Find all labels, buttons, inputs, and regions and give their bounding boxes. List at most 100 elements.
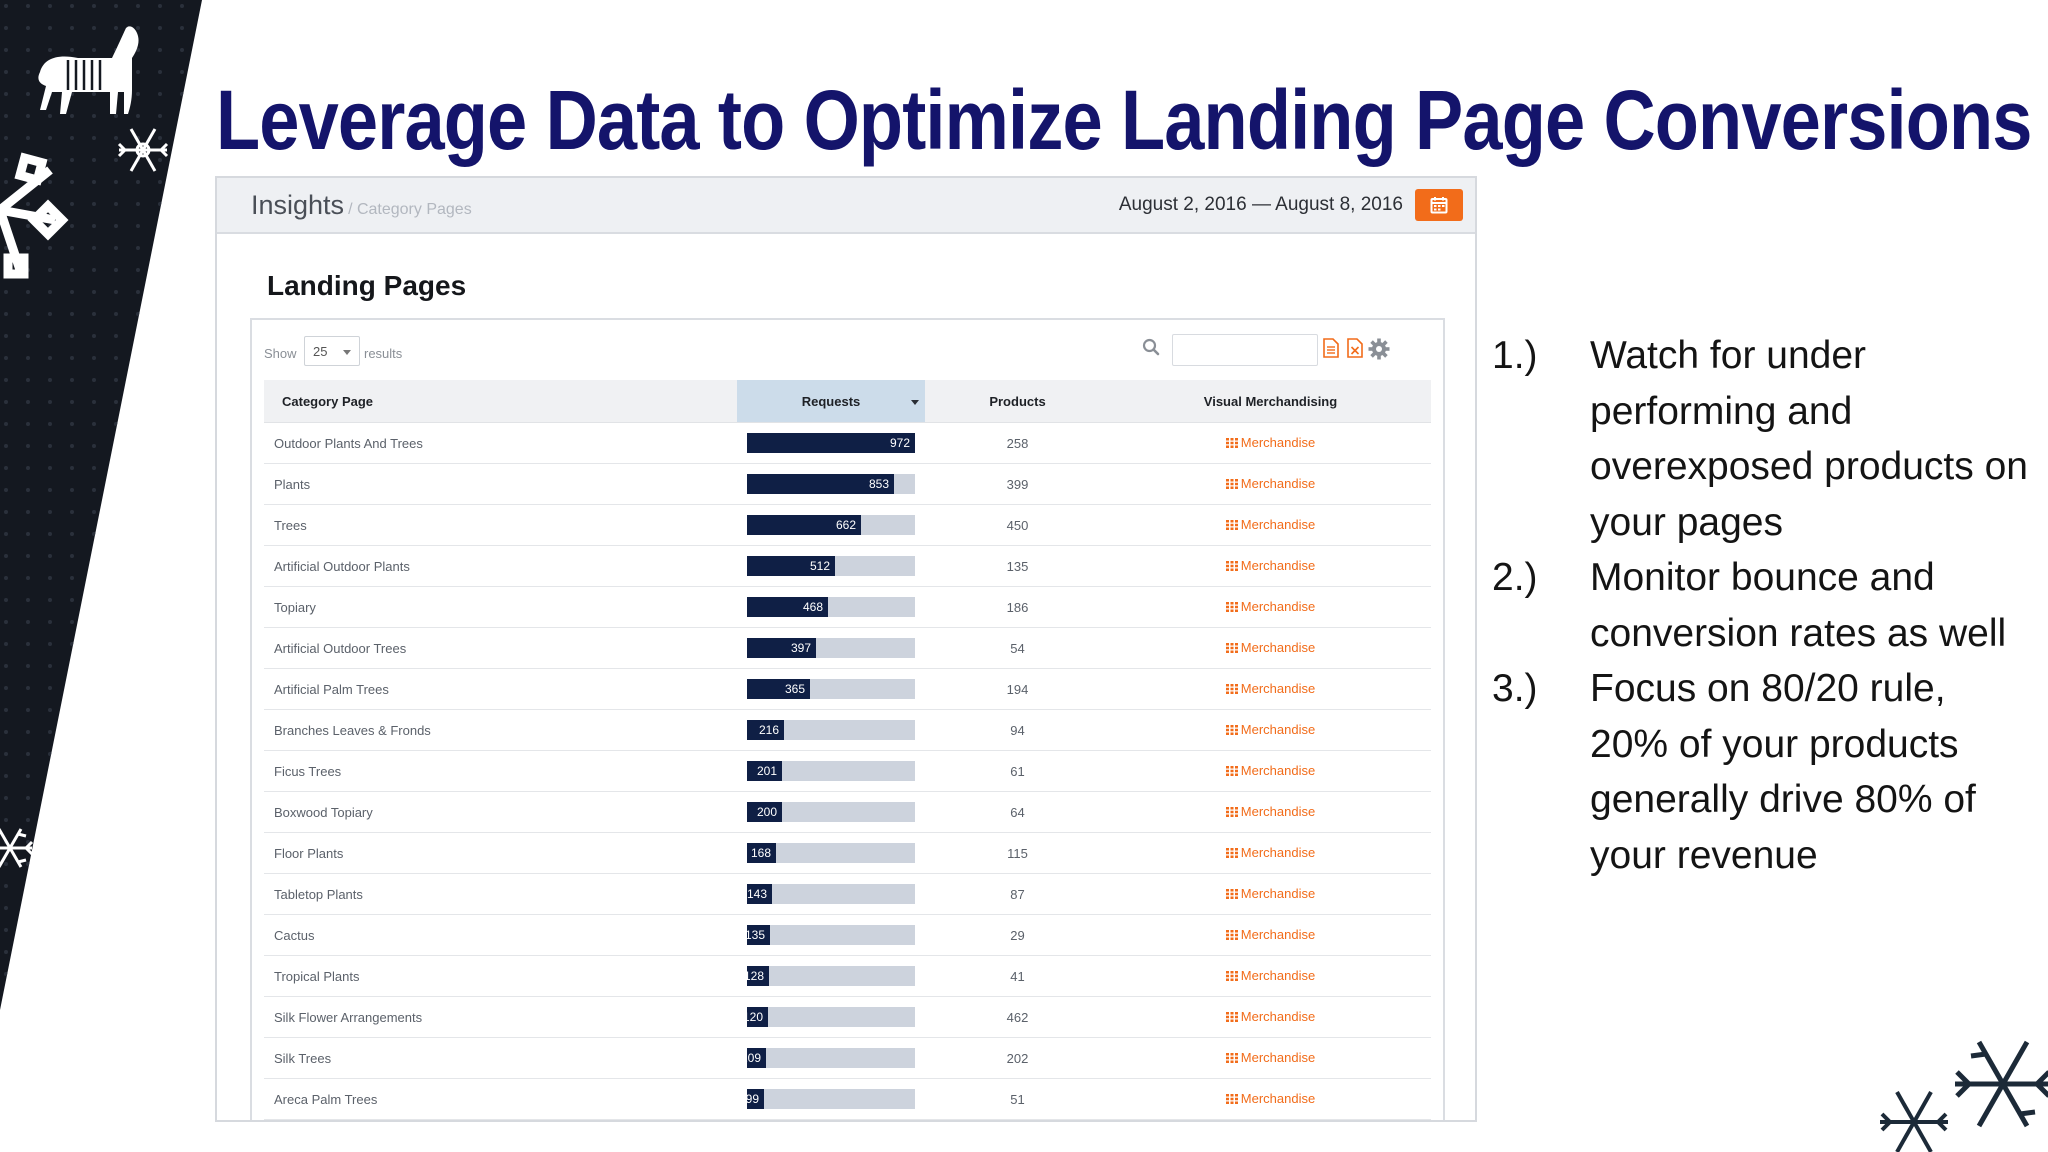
app-name[interactable]: Insights	[251, 190, 345, 220]
merchandise-link[interactable]: Merchandise	[1225, 599, 1315, 614]
merchandise-link[interactable]: Merchandise	[1225, 968, 1316, 984]
category-page-name[interactable]: Areca Palm Trees	[264, 1078, 737, 1120]
products-count: 194	[925, 668, 1110, 710]
breadcrumb-sub[interactable]: / Category Pages	[348, 201, 472, 218]
requests-value: 128	[743, 969, 764, 983]
category-page-name[interactable]: Plants	[264, 463, 737, 505]
category-page-name[interactable]: Silk Trees	[264, 1037, 737, 1079]
category-page-name[interactable]: Ficus Trees	[264, 750, 737, 792]
merchandise-link[interactable]: Merchandise	[1225, 681, 1315, 696]
merchandise-label: Merchandise	[1240, 1009, 1316, 1025]
grid-icon	[1225, 478, 1238, 489]
merchandise-link[interactable]: Merchandise	[1225, 804, 1315, 819]
requests-cell: 397	[737, 627, 925, 669]
grid-icon	[1225, 1052, 1238, 1063]
category-page-name[interactable]: Artificial Outdoor Plants	[264, 545, 737, 587]
merchandise-label: Merchandise	[1240, 968, 1316, 984]
merchandise-link[interactable]: Merchandise	[1225, 558, 1315, 573]
category-page-name[interactable]: Artificial Palm Trees	[264, 668, 737, 710]
products-count: 135	[925, 545, 1110, 587]
decorative-snowflakes	[1880, 1040, 2048, 1152]
column-header-category-page[interactable]: Category Page	[264, 380, 737, 423]
category-page-name[interactable]: Branches Leaves & Fronds	[264, 709, 737, 751]
section-title: Landing Pages	[267, 270, 467, 301]
bullet-item: 1.) Watch for under performing and overe…	[1492, 328, 2032, 550]
category-page-name[interactable]: Silk Flower Arrangements	[264, 996, 737, 1038]
category-page-name[interactable]: Topiary	[264, 586, 737, 628]
requests-value: 853	[868, 477, 889, 491]
merchandise-label: Merchandise	[1240, 763, 1316, 779]
category-page-name[interactable]: Tabletop Plants	[264, 873, 737, 915]
requests-bar-fill	[747, 597, 828, 617]
products-count: 399	[925, 463, 1110, 505]
snowflake-icon	[1955, 1040, 2048, 1128]
calendar-button[interactable]	[1415, 189, 1463, 221]
merchandise-link[interactable]: Merchandise	[1225, 476, 1315, 491]
requests-cell: 662	[737, 504, 925, 546]
export-excel-icon[interactable]	[1347, 338, 1363, 358]
table-row: Artificial Outdoor Trees 397 54 Merchandise	[264, 627, 1431, 669]
table-row: Ficus Trees 201 61 Merchandise	[264, 750, 1431, 792]
grid-icon	[1225, 1011, 1238, 1022]
chevron-down-icon	[343, 350, 351, 355]
products-count: 54	[925, 627, 1110, 669]
merchandise-link[interactable]: Merchandise	[1225, 1091, 1316, 1107]
visual-merchandising-cell: Merchandise	[1110, 422, 1431, 464]
requests-bar: 120	[743, 1007, 915, 1027]
requests-cell: 120	[737, 996, 925, 1038]
merchandise-link[interactable]: Merchandise	[1225, 517, 1315, 532]
requests-cell: 109	[737, 1037, 925, 1079]
category-page-name[interactable]: Cactus	[264, 914, 737, 956]
requests-bar: 143	[747, 884, 915, 904]
snowflake-icon	[0, 152, 69, 279]
merchandise-link[interactable]: Merchandise	[1225, 722, 1315, 737]
table-row: Branches Leaves & Fronds 216 94 Merchandise	[264, 709, 1431, 751]
snowflake-icon	[0, 828, 34, 868]
merchandise-label: Merchandise	[1240, 1091, 1316, 1107]
requests-bar-fill	[747, 1048, 766, 1068]
visual-merchandising-cell: Merchandise	[1110, 750, 1431, 792]
merchandise-link[interactable]: Merchandise	[1225, 1009, 1316, 1025]
requests-bar-fill	[747, 1089, 764, 1109]
page-size-select[interactable]: 25	[304, 336, 360, 366]
requests-cell: 168	[737, 832, 925, 874]
merchandise-label: Merchandise	[1240, 1050, 1316, 1066]
merchandise-link[interactable]: Merchandise	[1225, 845, 1315, 860]
requests-value: 135	[744, 928, 765, 942]
category-page-name[interactable]: Boxwood Topiary	[264, 791, 737, 833]
grid-icon	[1225, 806, 1238, 817]
grid-icon	[1225, 929, 1238, 940]
column-header-requests[interactable]: Requests	[737, 380, 925, 423]
category-page-name[interactable]: Tropical Plants	[264, 955, 737, 997]
merchandise-link[interactable]: Merchandise	[1225, 763, 1316, 779]
requests-bar: 468	[747, 597, 915, 617]
category-page-name[interactable]: Artificial Outdoor Trees	[264, 627, 737, 669]
bullet-text: Monitor bounce and conversion rates as w…	[1590, 556, 2007, 655]
products-count: 115	[925, 832, 1110, 874]
visual-merchandising-cell: Merchandise	[1110, 709, 1431, 751]
merchandise-link[interactable]: Merchandise	[1225, 886, 1315, 901]
export-document-icon[interactable]	[1323, 338, 1339, 358]
merchandise-link[interactable]: Merchandise	[1225, 640, 1315, 655]
category-page-name[interactable]: Outdoor Plants And Trees	[264, 422, 737, 464]
gear-icon[interactable]	[1368, 338, 1390, 360]
requests-cell: 99	[737, 1078, 925, 1120]
merchandise-link[interactable]: Merchandise	[1225, 927, 1315, 942]
requests-cell: 972	[737, 422, 925, 464]
merchandise-link[interactable]: Merchandise	[1225, 1050, 1316, 1066]
search-icon[interactable]	[1142, 338, 1160, 356]
show-label: Show	[264, 346, 297, 361]
requests-value: 512	[809, 559, 830, 573]
visual-merchandising-cell: Merchandise	[1110, 1078, 1431, 1120]
column-header-products[interactable]: Products	[925, 380, 1110, 423]
merchandise-link[interactable]: Merchandise	[1225, 435, 1315, 450]
requests-bar-fill	[747, 761, 782, 781]
grid-icon	[1225, 683, 1238, 694]
column-header-visual-merchandising[interactable]: Visual Merchandising	[1110, 380, 1431, 423]
requests-bar: 853	[747, 474, 915, 494]
visual-merchandising-cell: Merchandise	[1110, 627, 1431, 669]
category-page-name[interactable]: Trees	[264, 504, 737, 546]
requests-bar: 512	[747, 556, 915, 576]
category-page-name[interactable]: Floor Plants	[264, 832, 737, 874]
search-input[interactable]	[1172, 334, 1318, 366]
